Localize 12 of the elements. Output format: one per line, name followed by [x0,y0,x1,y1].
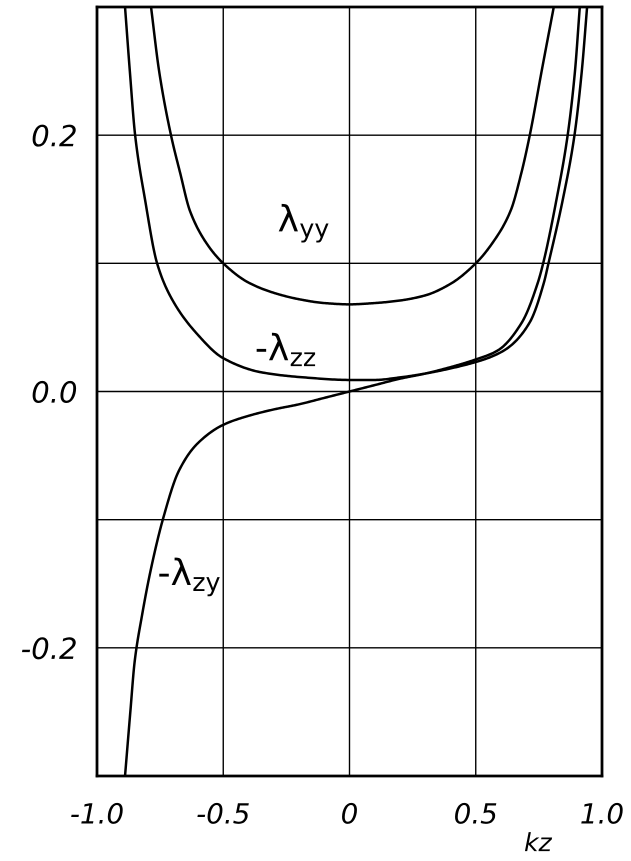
x-tick-label: 0.5 [455,802,496,824]
x-tick-label: 0 [342,802,357,824]
series-label: -λ$_{zz}$ [256,332,316,366]
y-tick-label: 0.2 [32,124,76,147]
series-label: λ$_{yy}$ [278,204,329,243]
x-tick-label: -1.0 [71,802,123,824]
series-label: -λ$_{zy}$ [159,558,220,596]
x-tick-label: 1.0 [581,802,623,824]
y-tick-label: -0.2 [22,637,76,660]
x-axis-title: kz [524,832,552,852]
y-tick-label: 0.0 [32,380,76,403]
x-tick-label: -0.5 [197,802,249,824]
